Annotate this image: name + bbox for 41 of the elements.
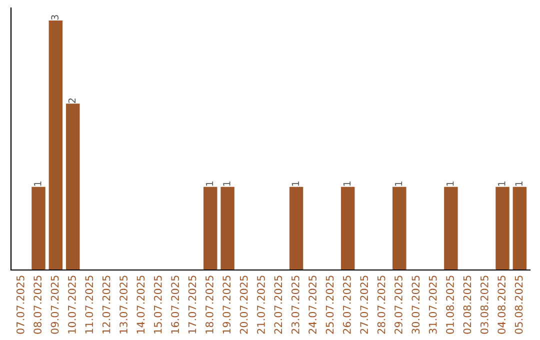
x-tick-label: 14.07.2025: [136, 276, 145, 334]
x-tick-label: 18.07.2025: [205, 276, 214, 334]
x-tick-label: 28.07.2025: [377, 276, 386, 334]
x-tick-label: 09.07.2025: [50, 276, 59, 334]
data-label: 1: [498, 182, 506, 186]
x-tick-label: 30.07.2025: [412, 276, 420, 334]
x-tick-label: 04.08.2025: [498, 276, 506, 334]
data-label: 1: [292, 182, 299, 186]
data-label: 1: [34, 182, 42, 186]
x-tick-label: 22.07.2025: [274, 276, 282, 334]
x-tick-label: 07.07.2025: [16, 276, 24, 334]
x-tick-label: 05.08.2025: [514, 276, 523, 334]
data-label: 2: [68, 98, 76, 103]
data-label: 3: [51, 15, 59, 20]
data-label: 1: [206, 182, 214, 186]
x-tick-label: 24.07.2025: [308, 276, 316, 334]
data-label: 1: [515, 182, 522, 186]
x-tick-label: 17.07.2025: [188, 276, 196, 334]
x-tick-label: 25.07.2025: [326, 276, 334, 334]
data-label: 1: [446, 182, 454, 186]
x-tick-label: 02.08.2025: [463, 276, 472, 334]
x-tick-label: 15.07.2025: [154, 276, 162, 334]
x-tick-label: 03.08.2025: [480, 276, 488, 334]
x-tick-label: 19.07.2025: [222, 276, 231, 334]
data-label: 1: [343, 182, 351, 186]
x-tick-label: 27.07.2025: [360, 276, 368, 334]
data-label: 1: [394, 182, 402, 186]
x-tick-label: 11.07.2025: [85, 276, 94, 334]
x-tick-label: 29.07.2025: [394, 276, 402, 334]
x-tick-label: 23.07.2025: [291, 276, 300, 334]
x-tick-label: 01.08.2025: [446, 276, 454, 334]
x-tick-label: 26.07.2025: [342, 276, 351, 334]
x-tick-label: 21.07.2025: [257, 276, 265, 334]
data-label: 1: [223, 182, 230, 186]
x-tick-label: 13.07.2025: [120, 276, 128, 334]
x-tick-label: 31.07.2025: [428, 276, 437, 334]
x-tick-label: 08.07.2025: [34, 276, 42, 334]
x-tick-label: 16.07.2025: [171, 276, 180, 334]
x-tick-label: 20.07.2025: [240, 276, 248, 334]
x-tick-label: 12.07.2025: [102, 276, 110, 334]
x-tick-label: 10.07.2025: [68, 276, 76, 334]
